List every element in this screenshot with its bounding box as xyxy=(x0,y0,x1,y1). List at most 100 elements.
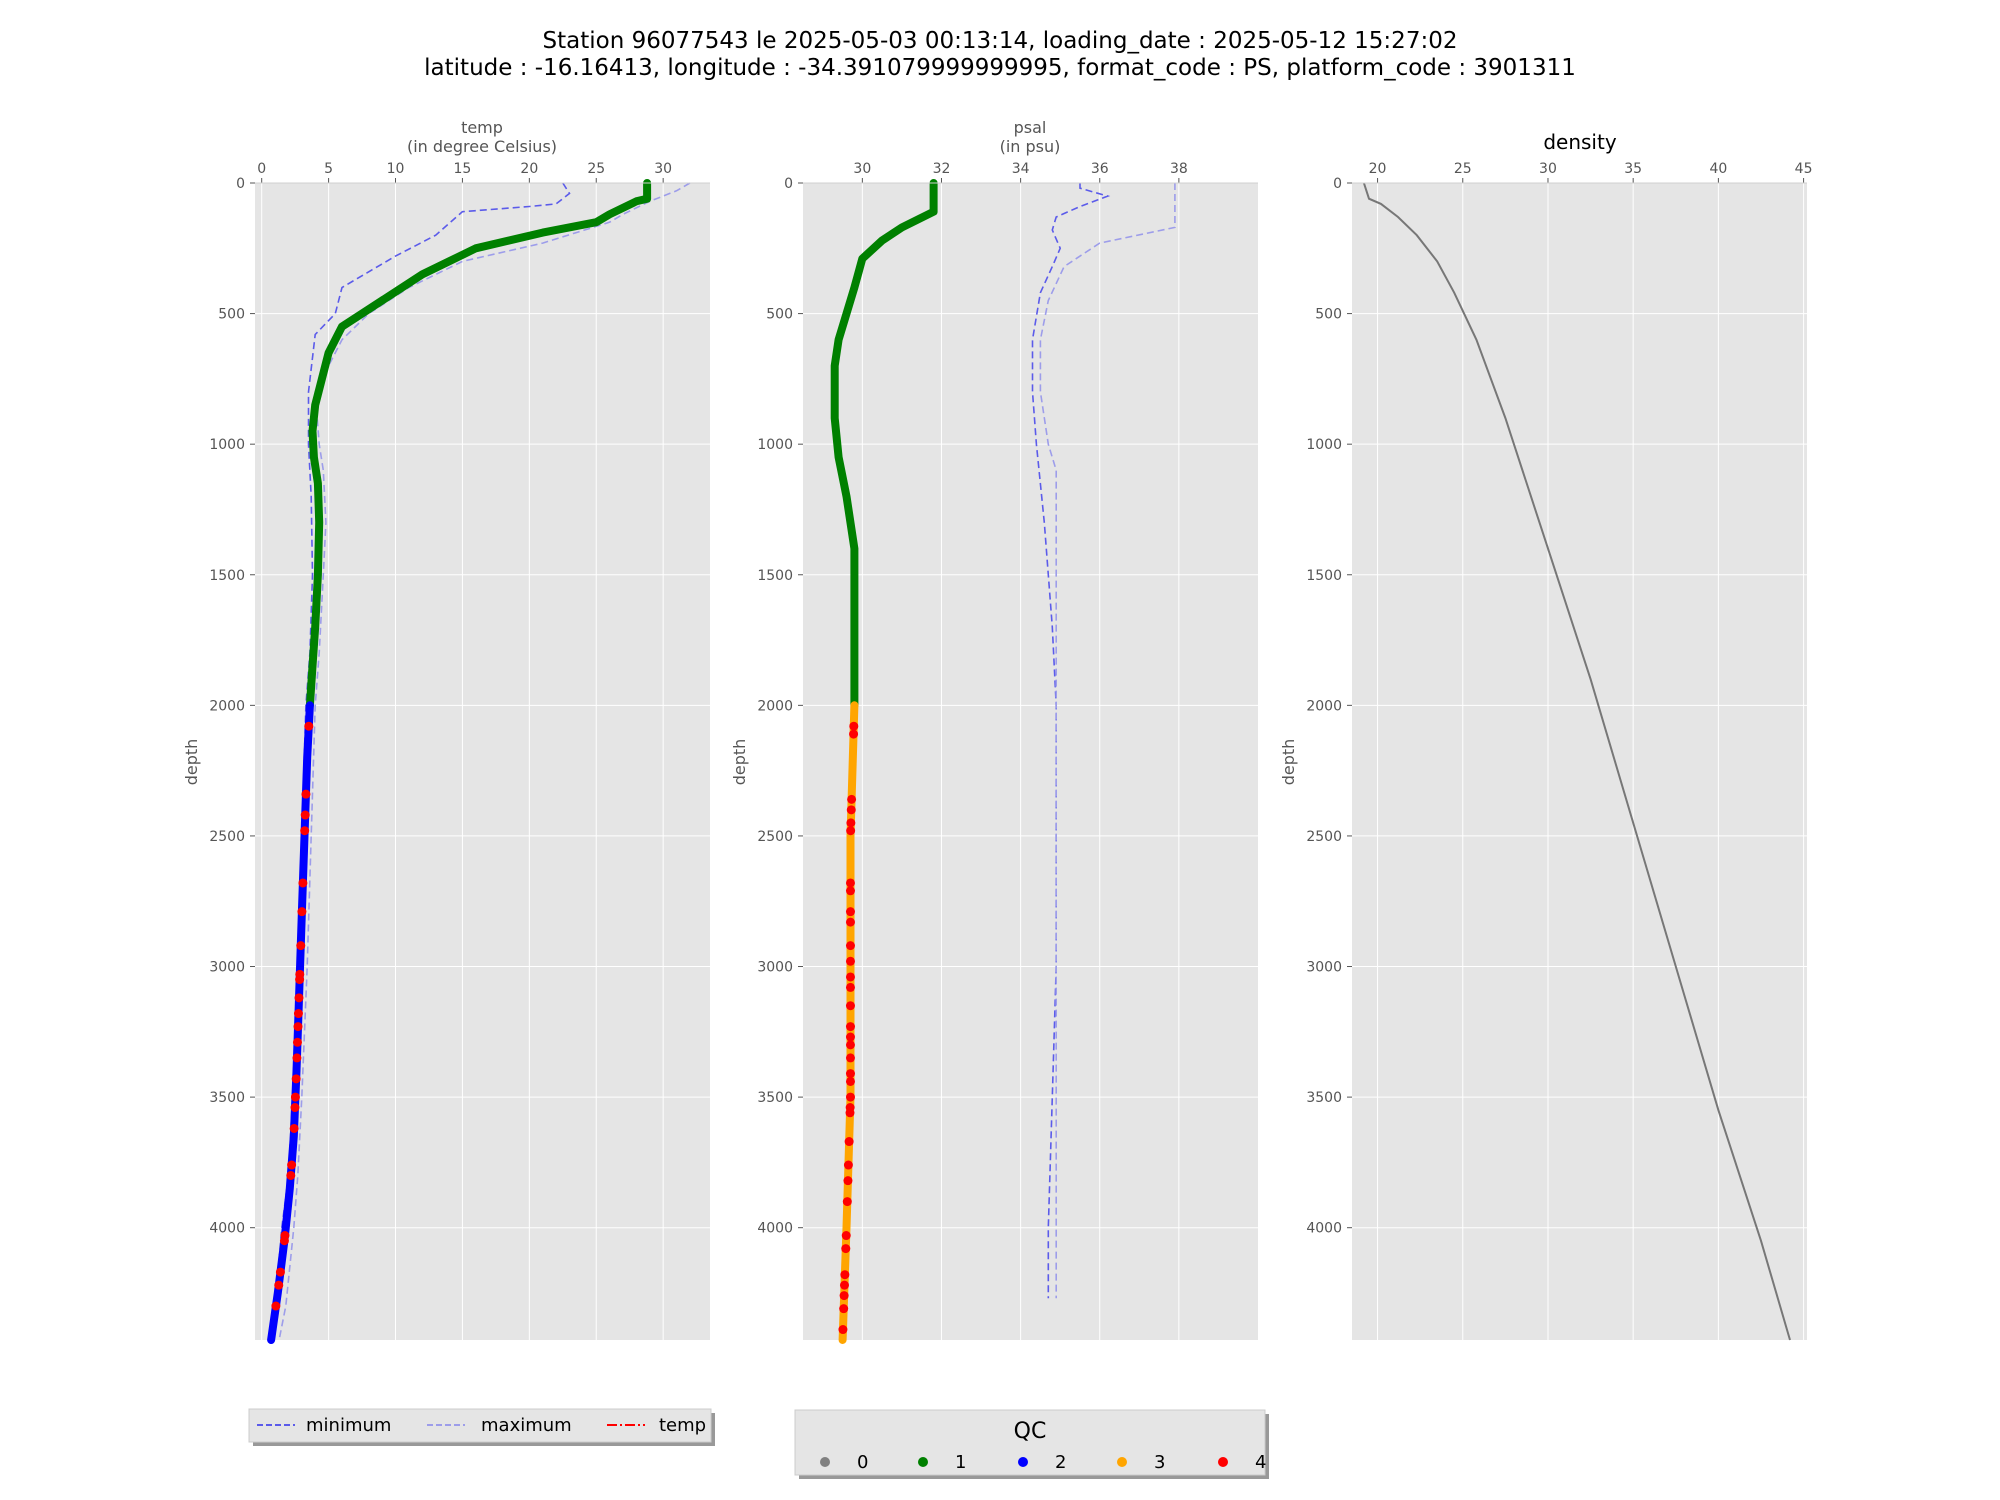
psal-qc4-point xyxy=(842,1197,852,1207)
psal-xtick-label: 36 xyxy=(1091,161,1109,177)
psal-qc4-point xyxy=(845,982,855,992)
density-ylabel: depth xyxy=(1279,739,1298,786)
density-axis-title: density xyxy=(1543,130,1616,154)
psal-qc4-point xyxy=(841,1244,851,1254)
temp-ytick-label: 2500 xyxy=(209,829,245,845)
density-panel: 20 25 30 35 40 45 0 500 1000 1500 2000 2500 3000 3500… xyxy=(1279,130,1813,1341)
qc-legend-marker-0 xyxy=(820,1457,830,1467)
qc-legend: QC 0 1 2 3 4 xyxy=(794,1409,1269,1479)
density-ytick-label: 3000 xyxy=(1306,960,1342,976)
temp-xtick-label: 0 xyxy=(257,161,266,177)
legend-maximum-label: maximum xyxy=(481,1415,572,1436)
temp-qc4-point xyxy=(300,826,310,836)
psal-qc4-point xyxy=(845,907,855,917)
temp-qc4-point xyxy=(286,1170,296,1180)
temp-ytick-label: 3000 xyxy=(209,960,245,976)
qc-legend-marker-1 xyxy=(918,1457,928,1467)
temp-grid xyxy=(255,182,710,1340)
line-legend: minimum maximum temp xyxy=(248,1408,715,1446)
psal-xtick-label: 30 xyxy=(853,161,871,177)
psal-series xyxy=(830,179,1176,1344)
temp-qc4-point xyxy=(293,1009,303,1019)
qc-legend-marker-3 xyxy=(1117,1457,1127,1467)
psal-qc4-point xyxy=(845,1108,855,1118)
temp-qc4-point xyxy=(287,1160,297,1170)
psal-ytick-label: 2000 xyxy=(757,698,793,714)
psal-qc4-point xyxy=(845,1076,855,1086)
psal-qc4-point xyxy=(845,1032,855,1042)
density-xtick-label: 20 xyxy=(1369,161,1387,177)
psal-qc4-point xyxy=(840,1270,850,1280)
temp-qc4-point xyxy=(304,721,314,731)
density-ytick-label: 1000 xyxy=(1306,437,1342,453)
temp-qc4-point xyxy=(294,993,304,1003)
temp-qc4-point xyxy=(292,1037,302,1047)
density-xtick-label: 25 xyxy=(1454,161,1472,177)
temp-axis-title-line1: temp xyxy=(461,118,503,137)
temp-panel: 0 5 10 15 20 25 30 0 500 1000 1500 2000 2500 3000 3500… xyxy=(182,118,710,1344)
qc-legend-label-0: 0 xyxy=(857,1452,868,1473)
psal-qc4-point xyxy=(845,917,855,927)
legend-minimum-label: minimum xyxy=(306,1415,391,1436)
density-ytick-label: 0 xyxy=(1333,176,1342,192)
psal-qc4-point xyxy=(846,805,856,815)
psal-axes-background xyxy=(803,183,1258,1340)
psal-ytick-label: 1500 xyxy=(757,568,793,584)
temp-qc4-point xyxy=(279,1236,289,1246)
temp-ytick-label: 1500 xyxy=(209,568,245,584)
psal-panel: 30 32 34 36 38 0 500 1000 1500 2000 2500 3000 3500 40… xyxy=(730,118,1258,1344)
temp-qc4-point xyxy=(274,1280,284,1290)
density-line xyxy=(1362,182,1791,1341)
temp-qc4-point xyxy=(290,1092,300,1102)
density-axes-background xyxy=(1352,183,1807,1340)
psal-xtick-label: 38 xyxy=(1170,161,1188,177)
psal-axis-title-line2: (in psu) xyxy=(1000,137,1061,156)
temp-qc4-point xyxy=(290,1103,300,1113)
psal-ytick-label: 3000 xyxy=(757,960,793,976)
density-series xyxy=(1362,182,1791,1341)
temp-qc4-point xyxy=(297,907,307,917)
psal-qc4-point xyxy=(839,1280,849,1290)
psal-qc4-point xyxy=(845,878,855,888)
qc-legend-marker-4 xyxy=(1218,1457,1228,1467)
psal-qc4-point xyxy=(845,1001,855,1011)
temp-qc4-point xyxy=(301,789,311,799)
psal-qc4-point xyxy=(846,826,856,836)
temp-ytick-label: 500 xyxy=(218,307,245,323)
psal-qc4-point xyxy=(844,1137,854,1147)
psal-qc4-point xyxy=(843,1160,853,1170)
psal-qc4-point xyxy=(845,1092,855,1102)
qc-legend-title: QC xyxy=(1014,1419,1047,1444)
temp-xtick-label: 20 xyxy=(520,161,538,177)
psal-grid xyxy=(803,182,1258,1340)
psal-qc4-point xyxy=(845,972,855,982)
qc-legend-marker-2 xyxy=(1018,1457,1028,1467)
density-ytick-label: 2500 xyxy=(1306,829,1342,845)
psal-xtick-label: 34 xyxy=(1012,161,1030,177)
density-ticks: 20 25 30 35 40 45 0 500 1000 1500 2000 2500 3000 3500… xyxy=(1306,161,1812,1237)
density-ytick-label: 4000 xyxy=(1306,1221,1342,1237)
density-ytick-label: 2000 xyxy=(1306,698,1342,714)
psal-ytick-label: 500 xyxy=(766,307,793,323)
psal-maximum-line xyxy=(1039,183,1176,1299)
temp-qc4-point xyxy=(300,810,310,820)
psal-qc4-point xyxy=(843,1176,853,1186)
qc-legend-label-1: 1 xyxy=(955,1452,966,1473)
temp-ylabel: depth xyxy=(182,739,201,786)
temp-qc1-segment xyxy=(305,179,652,710)
density-ytick-label: 1500 xyxy=(1306,568,1342,584)
psal-qc4-point xyxy=(839,1304,849,1314)
temp-ytick-label: 4000 xyxy=(209,1221,245,1237)
psal-ytick-label: 1000 xyxy=(757,437,793,453)
psal-ticks: 30 32 34 36 38 0 500 1000 1500 2000 2500 3000 3500 40… xyxy=(757,161,1187,1237)
temp-ytick-label: 1000 xyxy=(209,437,245,453)
psal-qc4-point xyxy=(838,1325,848,1335)
psal-qc4-point xyxy=(849,729,859,739)
temp-qc4-point xyxy=(293,1022,303,1032)
psal-ylabel: depth xyxy=(730,739,749,786)
figure-title-line1: Station 96077543 le 2025-05-03 00:13:14,… xyxy=(543,28,1458,54)
density-xtick-label: 35 xyxy=(1624,161,1642,177)
legend-temp-label: temp xyxy=(659,1415,706,1436)
psal-qc4-point xyxy=(845,941,855,951)
